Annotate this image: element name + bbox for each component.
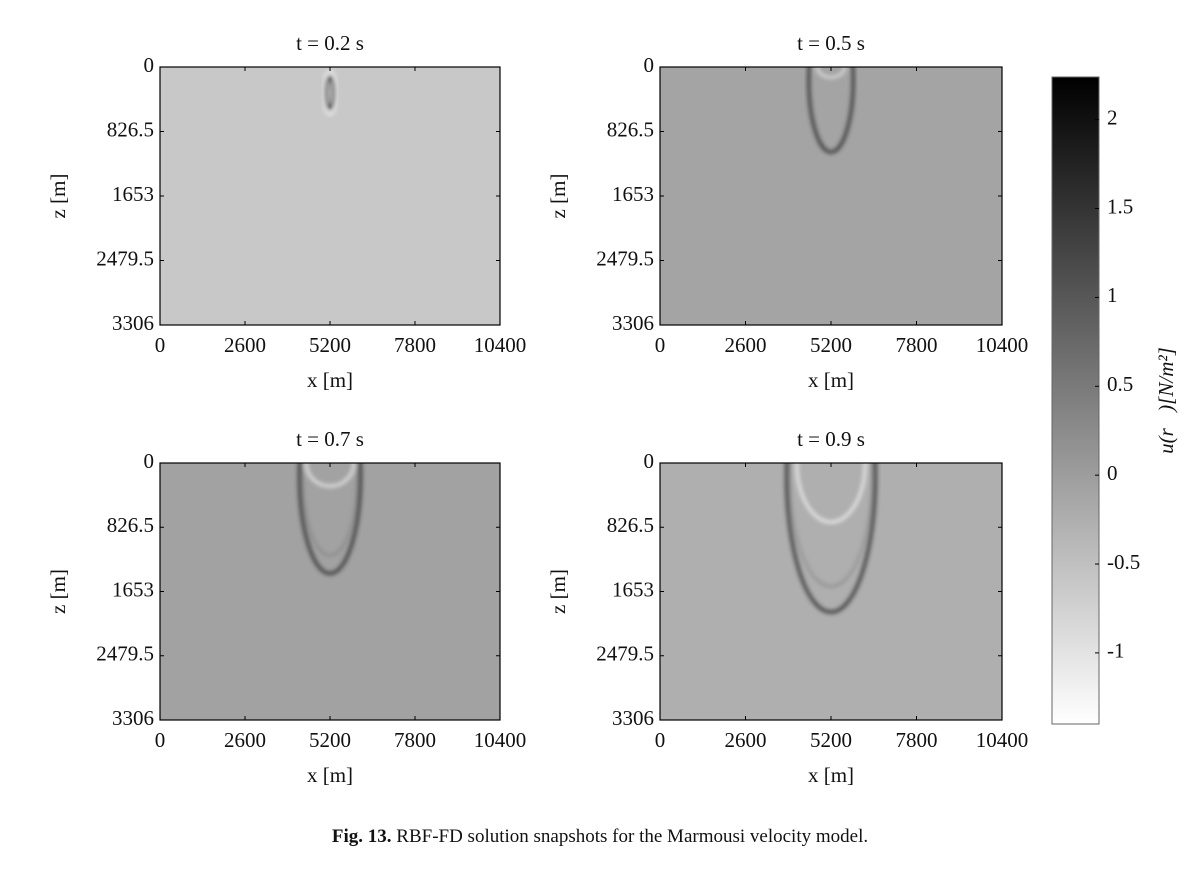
x-tick-label: 0 xyxy=(655,333,666,357)
y-axis-label: z [m] xyxy=(546,174,570,219)
y-tick-label: 1653 xyxy=(612,182,654,206)
wavefront xyxy=(789,463,873,587)
y-tick-label: 1653 xyxy=(112,577,154,601)
y-axis-label: z [m] xyxy=(46,569,70,614)
x-tick-label: 5200 xyxy=(810,728,852,752)
x-tick-label: 5200 xyxy=(810,333,852,357)
wavefront xyxy=(302,463,358,556)
x-tick-label: 0 xyxy=(155,728,166,752)
caption-label: Fig. 13. xyxy=(332,826,392,847)
wavefield xyxy=(297,463,363,575)
y-tick-label: 0 xyxy=(144,53,155,77)
y-tick-label: 3306 xyxy=(612,706,654,730)
x-tick-label: 0 xyxy=(155,333,166,357)
wavefront xyxy=(324,76,336,110)
y-tick-label: 2479.5 xyxy=(96,642,154,666)
colorbar-tick-label: -0.5 xyxy=(1107,550,1140,574)
x-axis-label: x [m] xyxy=(808,763,854,787)
field xyxy=(660,463,1002,720)
wavefront xyxy=(297,463,363,575)
caption-text: RBF-FD solution snapshots for the Marmou… xyxy=(396,826,868,847)
wavefront xyxy=(304,463,356,488)
panel-title: t = 0.2 s xyxy=(296,31,364,55)
y-tick-label: 1653 xyxy=(112,182,154,206)
x-tick-label: 2600 xyxy=(725,728,767,752)
y-tick-label: 1653 xyxy=(612,577,654,601)
x-tick-label: 5200 xyxy=(309,333,351,357)
x-tick-label: 7800 xyxy=(394,333,436,357)
x-tick-label: 2600 xyxy=(224,333,266,357)
y-tick-label: 2479.5 xyxy=(96,246,154,270)
colorbar-tick-label: 2 xyxy=(1107,105,1118,129)
y-tick-label: 3306 xyxy=(612,311,654,335)
x-tick-label: 7800 xyxy=(896,728,938,752)
field xyxy=(660,67,1002,325)
x-axis-label: x [m] xyxy=(307,368,353,392)
x-axis-label: x [m] xyxy=(307,763,353,787)
y-tick-label: 826.5 xyxy=(107,117,154,141)
x-tick-label: 7800 xyxy=(896,333,938,357)
y-tick-label: 826.5 xyxy=(107,513,154,537)
x-axis-label: x [m] xyxy=(808,368,854,392)
y-tick-label: 826.5 xyxy=(607,117,654,141)
x-tick-label: 10400 xyxy=(474,728,527,752)
field xyxy=(160,463,500,720)
colorbar-tick-label: 0 xyxy=(1107,461,1118,485)
colorbar-label: u(r⃗)[N/m²] xyxy=(1154,347,1178,454)
x-tick-label: 2600 xyxy=(224,728,266,752)
x-tick-label: 5200 xyxy=(309,728,351,752)
y-axis-label: z [m] xyxy=(546,569,570,614)
wavefront xyxy=(807,67,855,154)
field xyxy=(160,67,500,325)
y-tick-label: 826.5 xyxy=(607,513,654,537)
colorbar xyxy=(1051,76,1100,725)
colorbar-tick-label: 0.5 xyxy=(1107,372,1133,396)
x-tick-label: 10400 xyxy=(976,333,1029,357)
wavefront xyxy=(816,67,846,79)
y-tick-label: 3306 xyxy=(112,706,154,730)
colorbar-tick-label: 1 xyxy=(1107,283,1118,307)
x-tick-label: 10400 xyxy=(976,728,1029,752)
panel-title: t = 0.7 s xyxy=(296,427,364,451)
panel-title: t = 0.9 s xyxy=(797,427,865,451)
y-tick-label: 0 xyxy=(644,449,655,473)
y-axis-label: z [m] xyxy=(46,174,70,219)
y-tick-label: 2479.5 xyxy=(596,246,654,270)
wavefield xyxy=(807,67,855,154)
x-tick-label: 2600 xyxy=(725,333,767,357)
x-tick-label: 7800 xyxy=(394,728,436,752)
colorbar-tick-label: 1.5 xyxy=(1107,194,1133,218)
y-tick-label: 0 xyxy=(144,449,155,473)
y-tick-label: 3306 xyxy=(112,311,154,335)
x-tick-label: 0 xyxy=(655,728,666,752)
colorbar-tick-label: -1 xyxy=(1107,639,1125,663)
y-tick-label: 0 xyxy=(644,53,655,77)
y-tick-label: 2479.5 xyxy=(596,642,654,666)
x-tick-label: 10400 xyxy=(474,333,527,357)
wavefront xyxy=(785,463,877,614)
panel-title: t = 0.5 s xyxy=(797,31,865,55)
caption: Fig. 13. RBF-FD solution snapshots for t… xyxy=(332,826,868,847)
